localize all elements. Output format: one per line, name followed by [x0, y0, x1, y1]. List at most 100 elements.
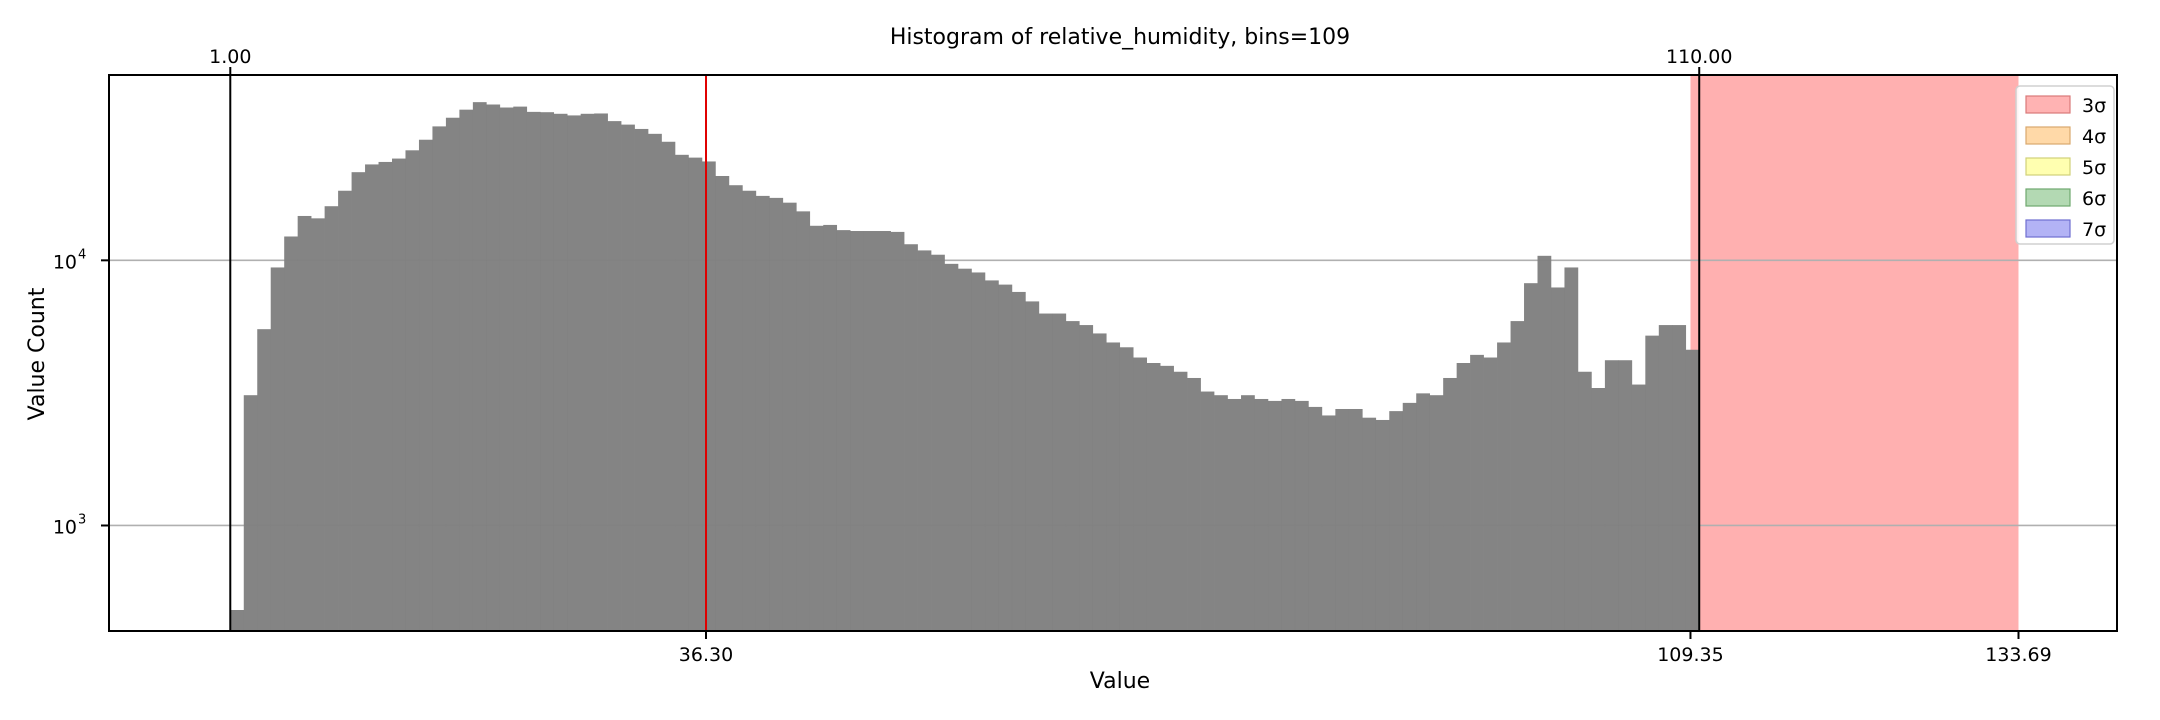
histogram-bar	[1011, 291, 1026, 631]
histogram-bar	[1214, 395, 1228, 631]
top-x-tick-label: 110.00	[1666, 46, 1732, 68]
histogram-bar	[1537, 255, 1552, 632]
histogram-bar	[1645, 335, 1660, 631]
histogram-bar	[796, 211, 811, 632]
histogram-bar	[1038, 313, 1053, 631]
histogram-bar	[526, 111, 541, 632]
sigma-band-layer	[1690, 75, 2019, 631]
histogram-bar	[715, 175, 730, 632]
histogram-bar	[1375, 419, 1390, 631]
histogram-bar	[1281, 398, 1296, 631]
legend: 3σ 4σ 5σ 6σ 7σ	[2015, 85, 2115, 245]
histogram-bar	[823, 224, 838, 631]
histogram-bar	[405, 150, 420, 631]
histogram-bar	[324, 206, 339, 631]
histogram-bar	[688, 157, 703, 631]
histogram-bar	[1685, 349, 1700, 631]
histogram-bar	[917, 250, 932, 632]
histogram-bar	[1443, 377, 1457, 631]
legend-label: 3σ	[2082, 95, 2106, 117]
histogram-bar	[1092, 333, 1107, 631]
histogram-bar	[1321, 415, 1336, 631]
histogram-bar	[1510, 321, 1525, 631]
histogram-bar	[284, 236, 298, 631]
histogram-bar	[1241, 395, 1255, 631]
histogram-bar	[782, 202, 797, 631]
histogram-bar	[1631, 384, 1646, 631]
legend-swatch	[2025, 126, 2071, 145]
x-tick-label: 133.69	[1985, 644, 2051, 666]
histogram-bar	[621, 124, 635, 631]
legend-swatch	[2025, 188, 2071, 207]
y-tick-label: 10	[53, 516, 77, 538]
histogram-bar	[459, 109, 474, 632]
x-tick-label: 36.30	[679, 644, 733, 666]
histogram-bar	[1335, 408, 1350, 631]
histogram-bar	[1160, 365, 1174, 631]
histogram-bar	[1227, 398, 1242, 631]
histogram-bar	[513, 106, 528, 631]
histogram-bar	[311, 218, 325, 631]
histogram-bar	[971, 272, 986, 631]
legend-label: 5σ	[2082, 157, 2106, 179]
legend-label: 7σ	[2082, 219, 2106, 241]
histogram-bar	[338, 190, 352, 631]
histogram-bars	[230, 102, 1700, 632]
histogram-bar	[1254, 398, 1269, 631]
histogram-bar	[607, 121, 622, 631]
histogram-bar	[1146, 363, 1161, 631]
histogram-bar	[958, 268, 972, 631]
axes-frame	[108, 74, 2118, 632]
histogram-bar	[270, 267, 285, 631]
histogram-bar	[984, 280, 999, 631]
histogram-bar	[850, 231, 864, 631]
histogram-bar	[1065, 321, 1080, 631]
histogram-bar	[1308, 406, 1323, 631]
histogram-bar	[1106, 342, 1121, 631]
histogram-bar	[1564, 267, 1579, 631]
histogram-bar	[1483, 357, 1498, 631]
histogram-bar	[594, 113, 608, 632]
histogram-bar	[648, 133, 662, 631]
histogram-bar	[1429, 395, 1444, 631]
histogram-bar	[1025, 301, 1040, 631]
y-tick-exponent: 3	[78, 512, 86, 527]
x-tick-label: 109.35	[1657, 644, 1723, 666]
histogram-bar	[1173, 371, 1188, 631]
histogram-bar	[499, 107, 514, 631]
legend-swatch	[2025, 219, 2071, 238]
histogram-bar	[230, 610, 245, 631]
chart-title: Histogram of relative_humidity, bins=109	[890, 25, 1350, 50]
histogram-bar	[890, 231, 905, 632]
histogram-bar	[836, 230, 851, 631]
histogram-bar	[1618, 360, 1633, 631]
y-tick-label: 10	[53, 251, 77, 273]
histogram-bar	[1389, 411, 1404, 631]
x-axis-label: Value	[1090, 669, 1150, 694]
histogram-bar	[1591, 388, 1606, 631]
histogram-bar	[297, 215, 312, 631]
legend-swatch	[2025, 157, 2071, 176]
histogram-bar	[472, 102, 487, 631]
histogram-bar	[1524, 283, 1538, 631]
histogram-bar	[728, 185, 743, 631]
top-x-tick-label: 1.00	[209, 46, 251, 68]
histogram-bar	[351, 172, 366, 632]
histogram-bar	[580, 113, 595, 631]
histogram-bar	[769, 197, 784, 631]
histogram-bar	[1294, 400, 1309, 631]
histogram-bar	[1133, 357, 1147, 631]
histogram-bar	[1079, 325, 1094, 631]
histogram-bar	[1550, 287, 1565, 631]
histogram-bar	[755, 195, 770, 631]
histogram-bar	[392, 158, 406, 631]
histogram-bar	[1416, 393, 1430, 631]
histogram-bar	[1348, 408, 1363, 631]
sigma-band	[1690, 75, 2019, 631]
histogram-bar	[809, 225, 824, 631]
histogram-bar	[1497, 342, 1511, 631]
histogram-bar	[445, 117, 460, 631]
histogram-bar	[661, 141, 676, 631]
